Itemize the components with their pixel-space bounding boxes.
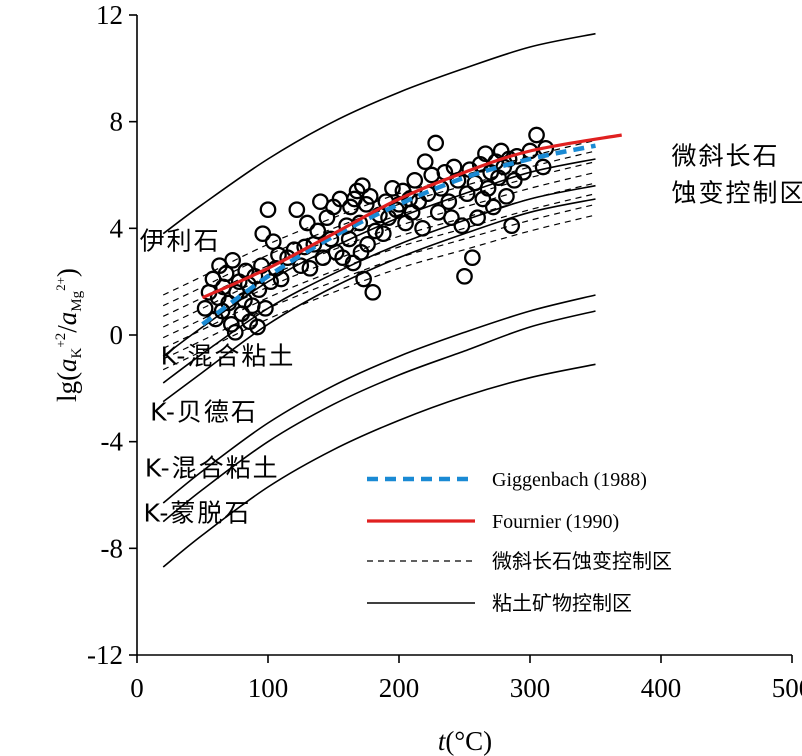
data-point-12 [224,251,241,269]
microcline-curve-15 [162,214,596,371]
microcline-curve-12 [162,182,596,339]
data-point-78 [410,193,427,211]
axes-layer: 0 100 200 300 400 500 -12 -8 -4 0 4 8 12 [87,0,802,703]
data-point-60 [355,270,372,288]
data-point-77 [406,171,424,189]
data-point-33 [272,270,290,288]
data-point-93 [458,185,476,203]
data-point-61 [357,195,375,213]
data-point-52 [340,230,358,248]
k-mixed-clay-label-1: K-混合粘土 [161,341,296,370]
data-point-37 [292,257,310,275]
clay-mineral-curve-2 [162,158,596,357]
y-tick-label: -4 [101,427,124,457]
microcline-curve-13 [162,193,596,349]
legend-label-3: 微斜长石蚀变控制区 [492,550,672,573]
y-tick-label: -12 [87,640,123,670]
data-point-91 [453,217,471,235]
legend-label-4: 粘土矿物控制区 [492,592,632,615]
data-point-27 [257,299,274,317]
y-tick-label: 0 [110,320,124,350]
data-point-11 [222,315,240,333]
x-tick-label: 0 [130,673,144,703]
y-tick-label: 4 [110,213,124,243]
data-point-39 [298,214,316,232]
data-point-83 [427,134,445,152]
data-point-110 [503,217,521,235]
data-point-87 [440,193,458,211]
data-point-13 [226,323,244,341]
data-point-53 [342,198,359,216]
data-point-54 [344,254,362,272]
data-point-88 [443,209,460,227]
microcline-label-1: 微斜长石 [671,141,779,170]
microcline-curve-8 [162,139,596,296]
x-tick-label: 400 [641,673,682,703]
data-point-97 [469,209,486,227]
data-point-59 [353,177,371,195]
legend-label-2: Fournier (1990) [492,511,619,533]
data-point-10 [220,294,238,312]
legend: Giggenbach (1988) Fournier (1990) 微斜长石蚀变控制… [367,469,672,615]
data-point-62 [359,235,376,253]
data-point-28 [259,201,277,219]
data-point-23 [249,318,266,336]
data-point-26 [254,225,272,243]
data-point-67 [374,225,392,243]
data-point-1 [196,299,214,317]
clay-mineral-curve-4 [162,198,596,403]
x-tick-label: 200 [379,673,420,703]
fournier-curve [201,133,622,300]
data-point-70 [384,179,401,197]
clay-mineral-curve-7 [162,363,596,568]
data-point-79 [414,219,431,237]
data-point-36 [288,201,306,219]
data-point-82 [423,166,441,184]
data-point-45 [318,209,336,227]
data-point-108 [498,187,515,205]
y-tick-label: -8 [101,533,124,563]
legend-label-1: Giggenbach (1988) [492,469,647,491]
microcline-curve-14 [162,203,596,360]
giggenbach-curve [201,143,596,327]
data-point-113 [515,163,532,181]
data-point-100 [477,145,494,163]
microcline-curve-9 [162,150,596,307]
data-point-63 [361,187,379,205]
data-point-80 [416,153,434,171]
data-point-101 [479,179,497,197]
x-tick-label: 300 [510,673,551,703]
data-point-116 [534,158,552,176]
clay-mineral-curve-1 [162,32,596,235]
data-point-74 [397,214,414,232]
k-mixed-clay-label-2: K-混合粘土 [145,453,280,482]
k-beidellite-label: K-贝德石 [150,397,258,426]
data-point-65 [367,222,384,240]
text-layer: t(°C)lg(aK+2/aMg2+)微斜长石蚀变控制区伊利石K-混合粘土K-贝… [52,141,802,756]
y-axis-title: lg(aK+2/aMg2+) [52,268,85,402]
x-tick-label: 100 [248,673,289,703]
x-tick-label: 500 [772,673,802,703]
data-point-42 [309,222,327,240]
data-point-9 [217,265,235,283]
data-point-103 [484,198,502,216]
x-axis-title: t(°C) [438,726,492,756]
data-point-95 [464,249,481,267]
illite-label: 伊利石 [140,227,221,256]
data-point-64 [364,283,382,301]
microcline-curve-11 [162,171,596,328]
clay-mineral-curve-6 [162,310,596,523]
y-tick-label: 8 [110,107,124,137]
data-point-92 [456,267,473,285]
k-montmorillonite-label: K-蒙脱石 [144,499,252,528]
data-point-115 [528,126,545,144]
clay-mineral-curve-5 [162,294,596,504]
points-layer [196,126,622,341]
data-point-40 [301,259,319,277]
y-tick-label: 12 [96,0,123,30]
microcline-label-2: 蚀变控制区 [671,179,802,208]
data-point-111 [505,171,523,189]
